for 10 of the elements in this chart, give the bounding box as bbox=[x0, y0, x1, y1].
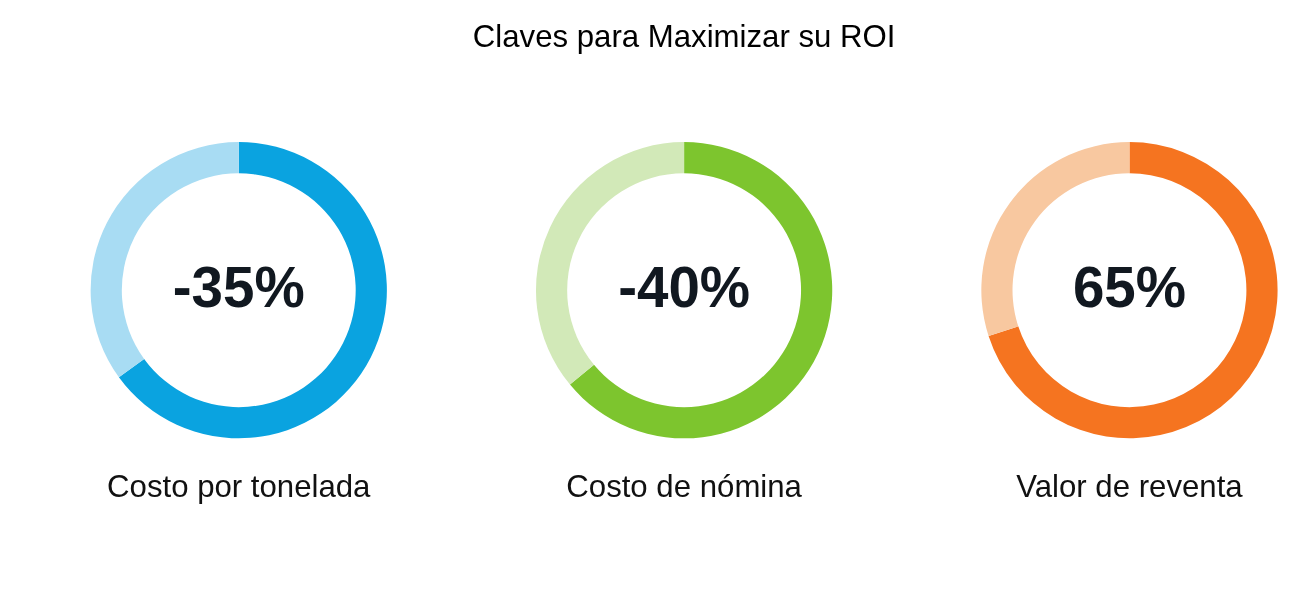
text: Valor de reventa bbox=[1016, 468, 1244, 504]
text: Costo por tonelada bbox=[107, 468, 372, 504]
chart-title: Claves para Maximizar su ROI bbox=[472, 18, 896, 54]
donut-slice bbox=[118, 142, 387, 439]
donut-slice bbox=[569, 142, 833, 439]
text: Costo de nómina bbox=[566, 468, 803, 504]
text: -35% bbox=[172, 255, 305, 319]
text: -40% bbox=[618, 255, 751, 319]
donut-slice bbox=[988, 142, 1278, 439]
text: 65% bbox=[1072, 255, 1187, 319]
